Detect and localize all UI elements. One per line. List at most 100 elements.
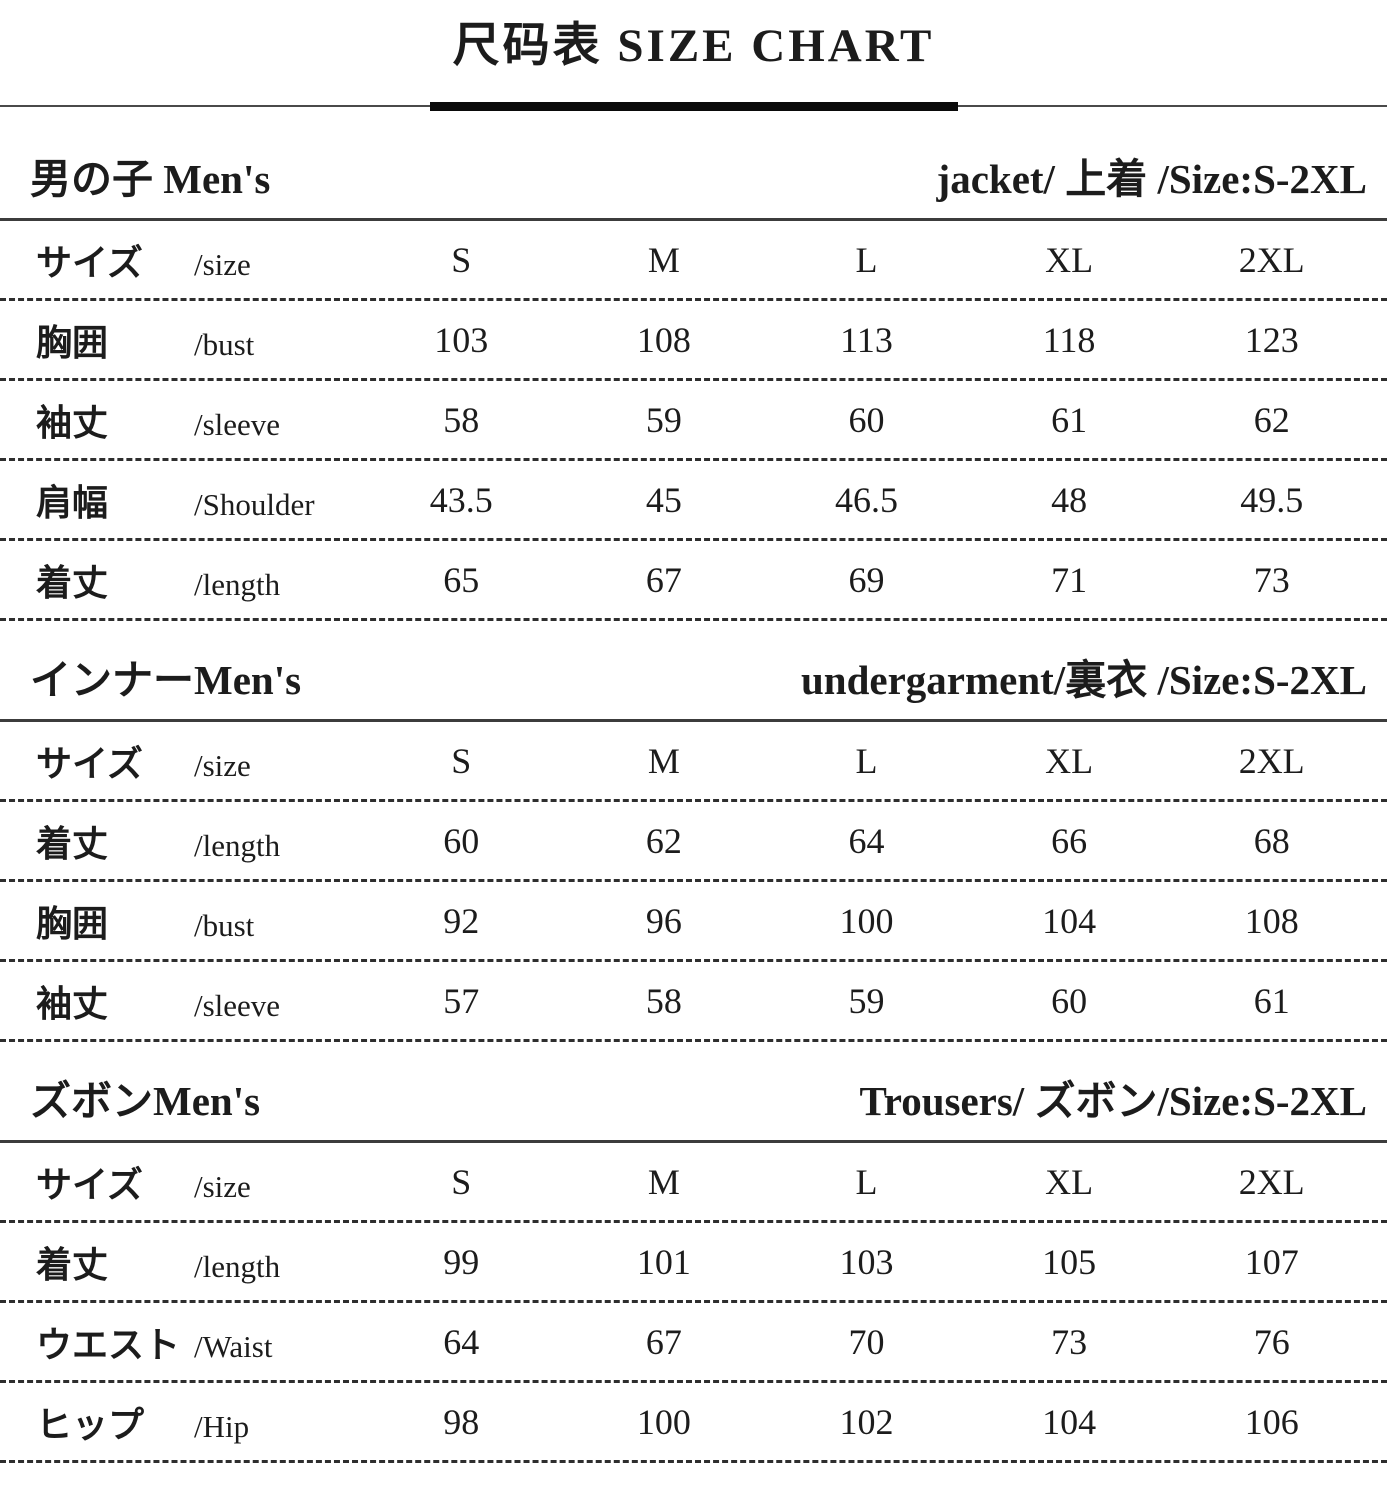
row-label-jp: サイズ — [36, 742, 143, 784]
row-label-en: /bust — [194, 326, 255, 362]
section-trousers: ズボンMen's Trousers/ ズボン/Size:S-2XL サイズ/size… — [0, 1067, 1387, 1463]
size-chart-page: 尺码表 SIZE CHART 男の子 Men's jacket/ 上着 /Size… — [0, 6, 1387, 1506]
row-label-en: /sleeve — [194, 987, 281, 1023]
row-label-en: /sleeve — [194, 406, 281, 442]
section-title-right: undergarment/裏衣 /Size:S-2XL — [801, 657, 1367, 703]
cell-value: 57 — [443, 980, 480, 1021]
section-title-left-en: Men's — [194, 657, 302, 703]
row-label-jp: 胸囲 — [36, 321, 109, 363]
cell-value: 62 — [645, 820, 682, 861]
cell-value: 61 — [1253, 980, 1290, 1021]
cell-value: 108 — [1244, 900, 1299, 941]
cell-value: L — [855, 1161, 878, 1202]
cell-value: XL — [1045, 740, 1094, 781]
cell-value: 49.5 — [1240, 479, 1304, 520]
section-title-left-en: Men's — [153, 156, 271, 202]
row-label: ヒップ/Hip — [0, 1396, 360, 1448]
cell-value: 71 — [1051, 559, 1088, 600]
cell-value: 67 — [645, 1321, 682, 1362]
page-title: 尺码表 SIZE CHART — [452, 20, 935, 72]
row-label-jp: 袖丈 — [36, 401, 109, 443]
cell-value: L — [855, 740, 878, 781]
row-label-en: /length — [194, 827, 281, 863]
row-label-jp: 肩幅 — [36, 481, 109, 523]
cell-value: M — [647, 740, 680, 781]
section-undergarment: インナーMen's undergarment/裏衣 /Size:S-2XL サイズ /… — [0, 646, 1387, 1042]
row-label: 肩幅/Shoulder — [0, 474, 360, 526]
cell-value: 70 — [848, 1321, 885, 1362]
cell-value: 67 — [645, 559, 682, 600]
table-row-sleeve: 袖丈/sleeve 57 58 59 60 61 — [0, 962, 1387, 1042]
cell-value: 100 — [839, 900, 894, 941]
cell-value: 60 — [443, 820, 480, 861]
cell-value: XL — [1045, 239, 1094, 280]
cell-value: 61 — [1051, 399, 1088, 440]
row-label: 着丈/length — [0, 815, 360, 867]
table-row-sleeve: 袖丈/sleeve 58 59 60 61 62 — [0, 381, 1387, 461]
cell-value: 123 — [1244, 319, 1299, 360]
row-label-en: /Hip — [194, 1408, 250, 1444]
cell-value: XL — [1045, 1161, 1094, 1202]
section-title-left-jp: 男の子 — [30, 156, 153, 202]
cell-value: 96 — [645, 900, 682, 941]
cell-value: 2XL — [1238, 740, 1305, 781]
row-label-en: /length — [194, 1248, 281, 1284]
section-title-left-jp: ズボン — [30, 1078, 153, 1124]
row-label: ウエスト/Waist — [0, 1316, 360, 1368]
cell-value: 66 — [1051, 820, 1088, 861]
row-label: サイズ/size — [0, 1156, 360, 1208]
row-label-jp: サイズ — [36, 241, 143, 283]
row-label-en: /length — [194, 566, 281, 602]
section-title-left-en: Men's — [153, 1078, 261, 1124]
row-label-jp: 着丈 — [36, 822, 109, 864]
row-label-en: /size — [194, 1168, 251, 1204]
size-tables: 男の子 Men's jacket/ 上着 /Size:S-2XL サイズ/size S… — [0, 145, 1387, 1463]
section-title-right: Trousers/ ズボン/Size:S-2XL — [859, 1078, 1367, 1124]
row-label-en: /size — [194, 246, 251, 282]
cell-value: 108 — [636, 319, 691, 360]
row-label-en: /bust — [194, 907, 255, 943]
cell-value: S — [451, 740, 472, 781]
section-header-trousers: ズボンMen's Trousers/ ズボン/Size:S-2XL — [0, 1067, 1387, 1143]
table-row-size: サイズ/size S M L XL 2XL — [0, 1143, 1387, 1223]
cell-value: 73 — [1051, 1321, 1088, 1362]
title-divider-thick-bar — [430, 102, 958, 111]
cell-value: 106 — [1244, 1401, 1299, 1442]
row-label: 胸囲/bust — [0, 895, 360, 947]
row-label: 着丈/length — [0, 1236, 360, 1288]
row-label-en: /Waist — [194, 1328, 273, 1364]
section-title-left: インナーMen's — [30, 646, 301, 706]
cell-value: 58 — [443, 399, 480, 440]
cell-value: 104 — [1042, 900, 1097, 941]
cell-value: 68 — [1253, 820, 1290, 861]
cell-value: 58 — [645, 980, 682, 1021]
cell-value: M — [647, 239, 680, 280]
section-title-left: ズボンMen's — [30, 1067, 260, 1127]
table-row-length: 着丈/length 60 62 64 66 68 — [0, 802, 1387, 882]
cell-value: 98 — [443, 1401, 480, 1442]
cell-value: M — [647, 1161, 680, 1202]
cell-value: 59 — [645, 399, 682, 440]
table-row-size: サイズ/size S M L XL 2XL — [0, 722, 1387, 802]
row-label-jp: サイズ — [36, 1163, 143, 1205]
row-label-jp: ウエスト — [36, 1323, 181, 1365]
cell-value: 103 — [839, 1241, 894, 1282]
cell-value: 101 — [636, 1241, 691, 1282]
row-label-jp: 胸囲 — [36, 902, 109, 944]
row-label-en: /size — [194, 747, 251, 783]
cell-value: 118 — [1042, 319, 1096, 360]
cell-value: 107 — [1244, 1241, 1299, 1282]
table-row-bust: 胸囲/bust 92 96 100 104 108 — [0, 882, 1387, 962]
cell-value: 46.5 — [834, 479, 898, 520]
cell-value: 76 — [1253, 1321, 1290, 1362]
row-label-jp: 袖丈 — [36, 982, 109, 1024]
cell-value: 59 — [848, 980, 885, 1021]
cell-value: 65 — [443, 559, 480, 600]
row-label: 着丈/length — [0, 554, 360, 606]
cell-value: 60 — [848, 399, 885, 440]
table-row-bust: 胸囲/bust 103 108 113 118 123 — [0, 301, 1387, 381]
table-row-hip: ヒップ/Hip 98 100 102 104 106 — [0, 1383, 1387, 1463]
cell-value: 48 — [1051, 479, 1088, 520]
row-label: 袖丈/sleeve — [0, 394, 360, 446]
cell-value: 43.5 — [429, 479, 493, 520]
